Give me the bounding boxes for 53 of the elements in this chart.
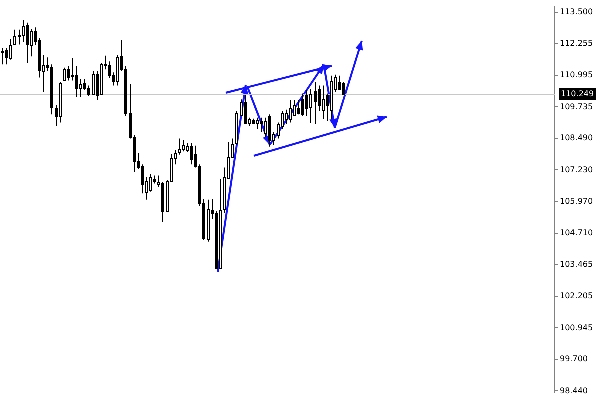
y-tick-label: 99.700 [560,354,588,364]
candlestick [67,66,70,82]
candlestick [149,174,152,192]
candlestick [264,117,267,138]
candlestick [289,100,292,124]
candlestick [79,78,82,98]
candlestick [305,90,308,117]
candlestick [260,117,263,133]
candlestick [141,164,144,194]
candlestick [83,78,86,92]
y-tick-label: 112.255 [560,38,594,48]
candlestick [322,85,325,120]
candlestick [314,82,317,125]
ref-line-label: 110.249 [561,89,594,98]
candlestick [244,94,247,125]
y-tick-label: 110.995 [560,70,594,80]
candlestick [9,38,12,60]
y-tick-label: 98.440 [560,386,588,396]
candlestick [268,114,271,148]
candlestick [285,109,288,125]
candlestick [26,22,29,64]
candlestick [87,85,90,97]
y-tick-label: 104.710 [560,228,594,238]
y-tick-label: 109.735 [560,102,594,112]
y-tick-label: 107.230 [560,165,594,174]
candlestick [116,54,119,86]
candlestick [338,75,341,92]
candlestick [18,29,21,46]
candlestick [22,20,25,43]
candlestick [190,143,193,166]
candlestick [256,117,259,130]
candlestick [178,138,181,156]
candlestick [318,85,321,112]
candlestick [342,82,345,96]
candlestick [297,100,300,116]
y-tick-label: 105.970 [560,196,594,206]
candlestick [182,140,185,152]
candlestick [301,93,304,117]
candlestick [75,66,78,98]
y-tick-label: 113.500 [560,8,594,17]
candlestick [92,70,95,95]
candlestick [108,61,111,79]
candlestick [1,48,4,66]
candlestick [13,29,16,46]
candlestick [309,88,312,124]
candlestick [293,100,296,117]
y-tick-label: 100.945 [560,323,594,332]
candlestick [5,48,8,66]
y-tick-label: 103.465 [560,260,594,269]
candlestick [63,67,66,82]
y-tick-label: 108.490 [560,134,594,143]
candlestick [30,28,33,58]
y-tick-label: 102.205 [560,292,594,301]
